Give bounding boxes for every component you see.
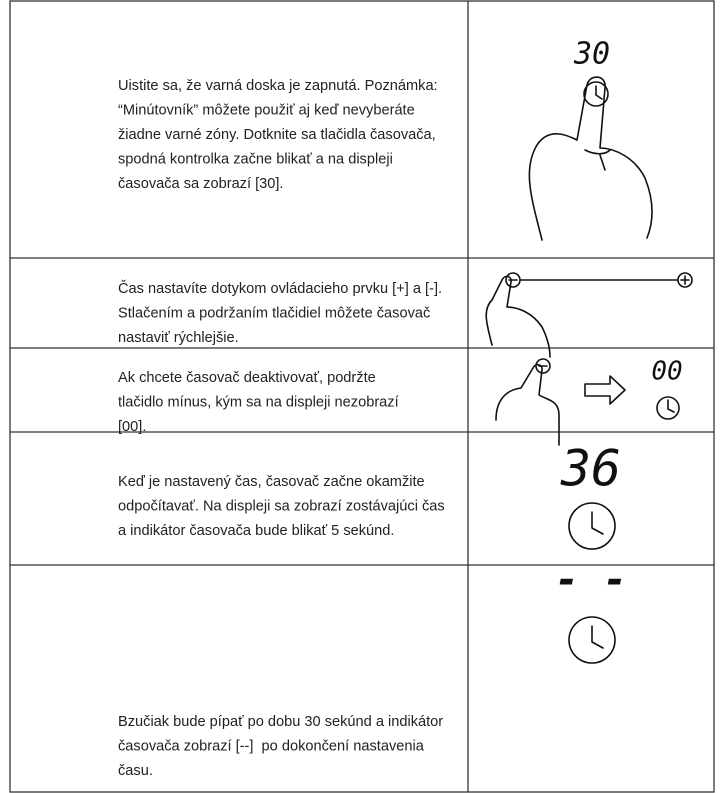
display: 00 (651, 357, 682, 387)
cell-text: [00]. (118, 419, 146, 435)
cell-text: Uistite sa, že varná doska je zapnutá. P… (118, 78, 438, 94)
illustration-deactivate: 00 (495, 357, 683, 446)
display: 30 (573, 37, 610, 72)
cell-text: Keď je nastavený čas, časovač začne okam… (118, 474, 425, 490)
cell-text: tlačidlo mínus, kým sa na displeji nezob… (118, 394, 399, 410)
cell-text: žiadne varné zóny. Dotknite sa tlačidla … (118, 127, 436, 143)
cell-text: spodná kontrolka začne blikať a na displ… (118, 151, 393, 167)
table-borders (9, 0, 715, 793)
cell-text: a indikátor časovača bude blikať 5 sekún… (118, 523, 394, 539)
cell-text: Ak chcete časovač deaktivovať, podržte (118, 370, 376, 386)
cell-text: Stlačením a podržaním tlačidiel môžete č… (118, 305, 430, 321)
display: - - (555, 557, 627, 603)
cell-text: “Minútovník” môžete použiť aj keď nevybe… (118, 102, 415, 118)
cell-text: časovača zobrazí [--] po dokončení nasta… (118, 738, 425, 754)
cell-text: časovača sa zobrazí [30]. (118, 176, 283, 192)
illustration-touch-timer: 30 (528, 37, 653, 241)
cell-text: Čas nastavíte dotykom ovládacieho prvku … (118, 280, 442, 297)
cell-text: odpočítavať. Na displeji sa zobrazí zost… (118, 498, 445, 514)
display: 36 (560, 440, 621, 498)
illustration-plus-minus (485, 272, 693, 358)
cell-text: času. (118, 763, 153, 779)
cell-text: Bzučiak bude pípať po dobu 30 sekúnd a i… (118, 714, 443, 730)
illustration-finished: - - (555, 557, 627, 664)
cell-text: nastaviť rýchlejšie. (118, 330, 239, 346)
illustration-countdown: 36 (560, 440, 621, 550)
